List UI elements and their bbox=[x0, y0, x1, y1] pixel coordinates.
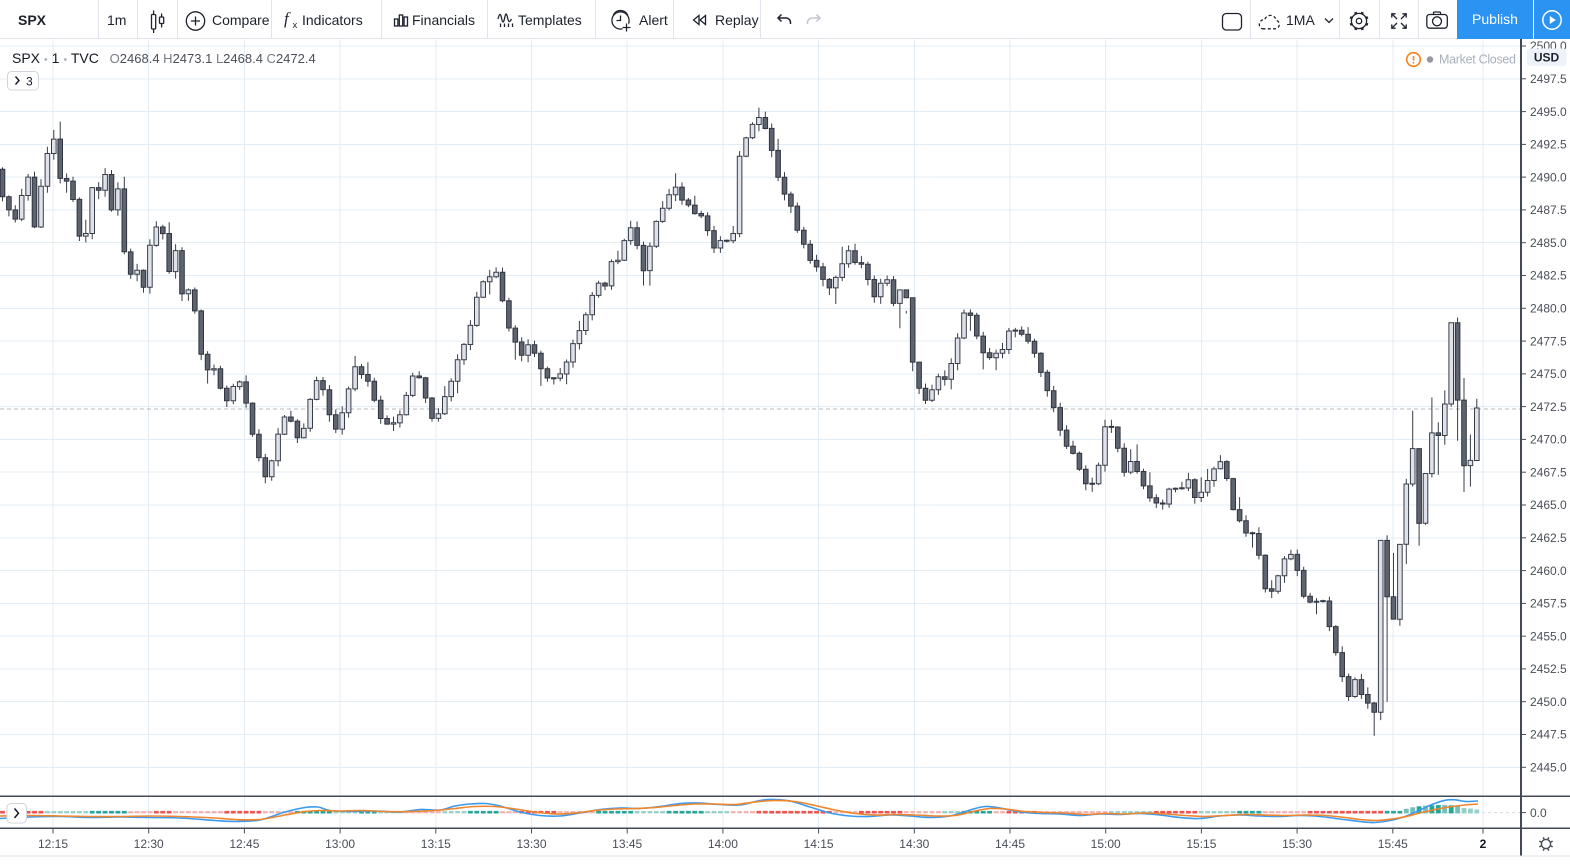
svg-text:f: f bbox=[284, 9, 291, 28]
svg-text:2485.0: 2485.0 bbox=[1530, 236, 1567, 250]
svg-text:2455.0: 2455.0 bbox=[1530, 629, 1567, 643]
svg-text:15:00: 15:00 bbox=[1091, 837, 1121, 851]
svg-text:13:00: 13:00 bbox=[325, 837, 355, 851]
svg-text:15:45: 15:45 bbox=[1378, 837, 1408, 851]
svg-text:2477.5: 2477.5 bbox=[1530, 334, 1567, 348]
svg-text:13:45: 13:45 bbox=[612, 837, 642, 851]
svg-text:2467.5: 2467.5 bbox=[1530, 465, 1567, 479]
svg-text:2490.0: 2490.0 bbox=[1530, 170, 1567, 184]
svg-text:12:15: 12:15 bbox=[38, 837, 68, 851]
svg-text:15:15: 15:15 bbox=[1186, 837, 1216, 851]
svg-text:14:15: 14:15 bbox=[804, 837, 834, 851]
svg-text:14:30: 14:30 bbox=[899, 837, 929, 851]
svg-text:3: 3 bbox=[26, 75, 33, 89]
svg-text:2487.5: 2487.5 bbox=[1530, 203, 1567, 217]
svg-text:13:15: 13:15 bbox=[421, 837, 451, 851]
svg-text:2460.0: 2460.0 bbox=[1530, 564, 1567, 578]
svg-text:2450.0: 2450.0 bbox=[1530, 695, 1567, 709]
svg-text:2495.0: 2495.0 bbox=[1530, 105, 1567, 119]
svg-text:2480.0: 2480.0 bbox=[1530, 302, 1567, 316]
svg-text:x: x bbox=[293, 20, 298, 31]
svg-text:2452.5: 2452.5 bbox=[1530, 662, 1567, 676]
svg-text:2465.0: 2465.0 bbox=[1530, 498, 1567, 512]
svg-text:2445.0: 2445.0 bbox=[1530, 761, 1567, 775]
svg-text:Market Closed: Market Closed bbox=[1439, 53, 1516, 67]
svg-text:2470.0: 2470.0 bbox=[1530, 433, 1567, 447]
svg-text:2: 2 bbox=[1480, 837, 1487, 851]
svg-text:13:30: 13:30 bbox=[516, 837, 546, 851]
svg-text:2482.5: 2482.5 bbox=[1530, 269, 1567, 283]
svg-text:2492.5: 2492.5 bbox=[1530, 138, 1567, 152]
svg-text:2462.5: 2462.5 bbox=[1530, 531, 1567, 545]
svg-text:12:45: 12:45 bbox=[229, 837, 259, 851]
svg-text:12:30: 12:30 bbox=[134, 837, 164, 851]
svg-text:2447.5: 2447.5 bbox=[1530, 728, 1567, 742]
svg-text:2497.5: 2497.5 bbox=[1530, 72, 1567, 86]
svg-text:2457.5: 2457.5 bbox=[1530, 597, 1567, 611]
svg-text:15:30: 15:30 bbox=[1282, 837, 1312, 851]
svg-text:2475.0: 2475.0 bbox=[1530, 367, 1567, 381]
svg-text:0.0: 0.0 bbox=[1530, 806, 1547, 820]
svg-text:USD: USD bbox=[1534, 51, 1560, 65]
svg-text:14:45: 14:45 bbox=[995, 837, 1025, 851]
svg-text:14:00: 14:00 bbox=[708, 837, 738, 851]
svg-text:2472.5: 2472.5 bbox=[1530, 400, 1567, 414]
